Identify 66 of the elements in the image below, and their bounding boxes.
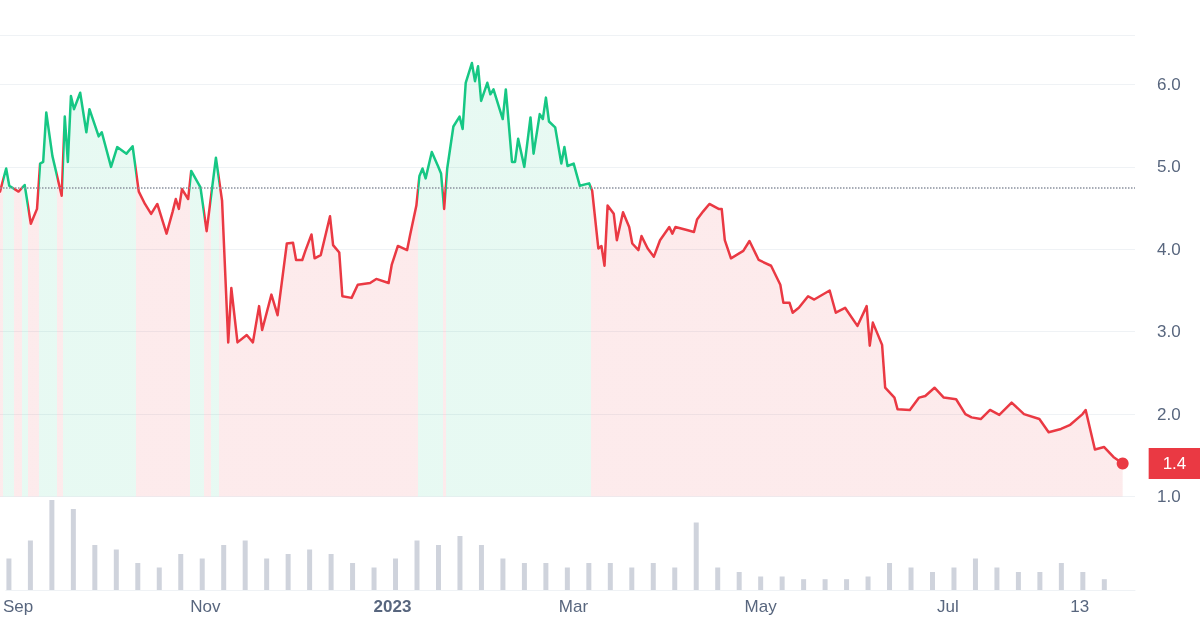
bar (994, 567, 1000, 590)
bar (264, 558, 270, 590)
x-tick-label: 13 (1070, 597, 1090, 616)
bar (135, 563, 141, 590)
bar (1015, 572, 1021, 590)
bar (693, 522, 699, 590)
x-tick-label: Mar (558, 597, 589, 616)
bar (6, 558, 12, 590)
bar (929, 572, 935, 590)
bar (500, 558, 506, 590)
bar (435, 545, 441, 590)
y-tick-label: 3.0 (1157, 322, 1181, 342)
bar (672, 567, 678, 590)
bar (49, 500, 55, 590)
bar (822, 579, 828, 590)
x-tick-label: Jul (936, 597, 959, 616)
bar (1037, 572, 1043, 590)
bar (92, 545, 98, 590)
y-tick-label: 4.0 (1157, 239, 1181, 259)
bar (242, 540, 248, 590)
bar (736, 572, 742, 590)
bar (887, 563, 893, 590)
bar (586, 563, 592, 590)
y-tick-label: 1.0 (1157, 487, 1181, 506)
bar (1080, 572, 1086, 590)
bar (629, 567, 635, 590)
x-tick-label: Nov (190, 597, 221, 616)
bar (779, 576, 785, 590)
x-tick-label: 2023 (373, 597, 412, 616)
bar (156, 567, 162, 590)
x-tick-label: Sep (3, 597, 34, 616)
bar (178, 554, 184, 590)
bar (865, 576, 871, 590)
bar (371, 567, 377, 590)
bar (285, 554, 291, 590)
bar (221, 545, 227, 590)
bar (607, 563, 613, 590)
bar (328, 554, 334, 590)
bar (564, 567, 570, 590)
bar (307, 549, 313, 590)
y-tick-label: 2.0 (1157, 404, 1181, 424)
bar (70, 509, 76, 590)
bar (951, 567, 957, 590)
bar (1058, 563, 1064, 590)
bar (801, 579, 807, 590)
bar (350, 563, 356, 590)
y-tick-label: 5.0 (1157, 157, 1181, 177)
bar (199, 558, 205, 590)
bar (758, 576, 764, 590)
bar (457, 536, 463, 590)
x-tick-label: May (744, 597, 778, 616)
bar (715, 567, 721, 590)
bar (478, 545, 484, 590)
bar (521, 563, 527, 590)
y-tick-label: 6.0 (1157, 74, 1181, 94)
bar (908, 567, 914, 590)
bar (543, 563, 549, 590)
bar (972, 558, 978, 590)
bar (844, 579, 850, 590)
bar (113, 549, 119, 590)
annotation: 1.4 (1162, 454, 1187, 474)
bar (27, 540, 33, 590)
bar (1101, 579, 1107, 590)
bar (414, 540, 420, 590)
bar (650, 563, 656, 590)
bar (393, 558, 399, 590)
